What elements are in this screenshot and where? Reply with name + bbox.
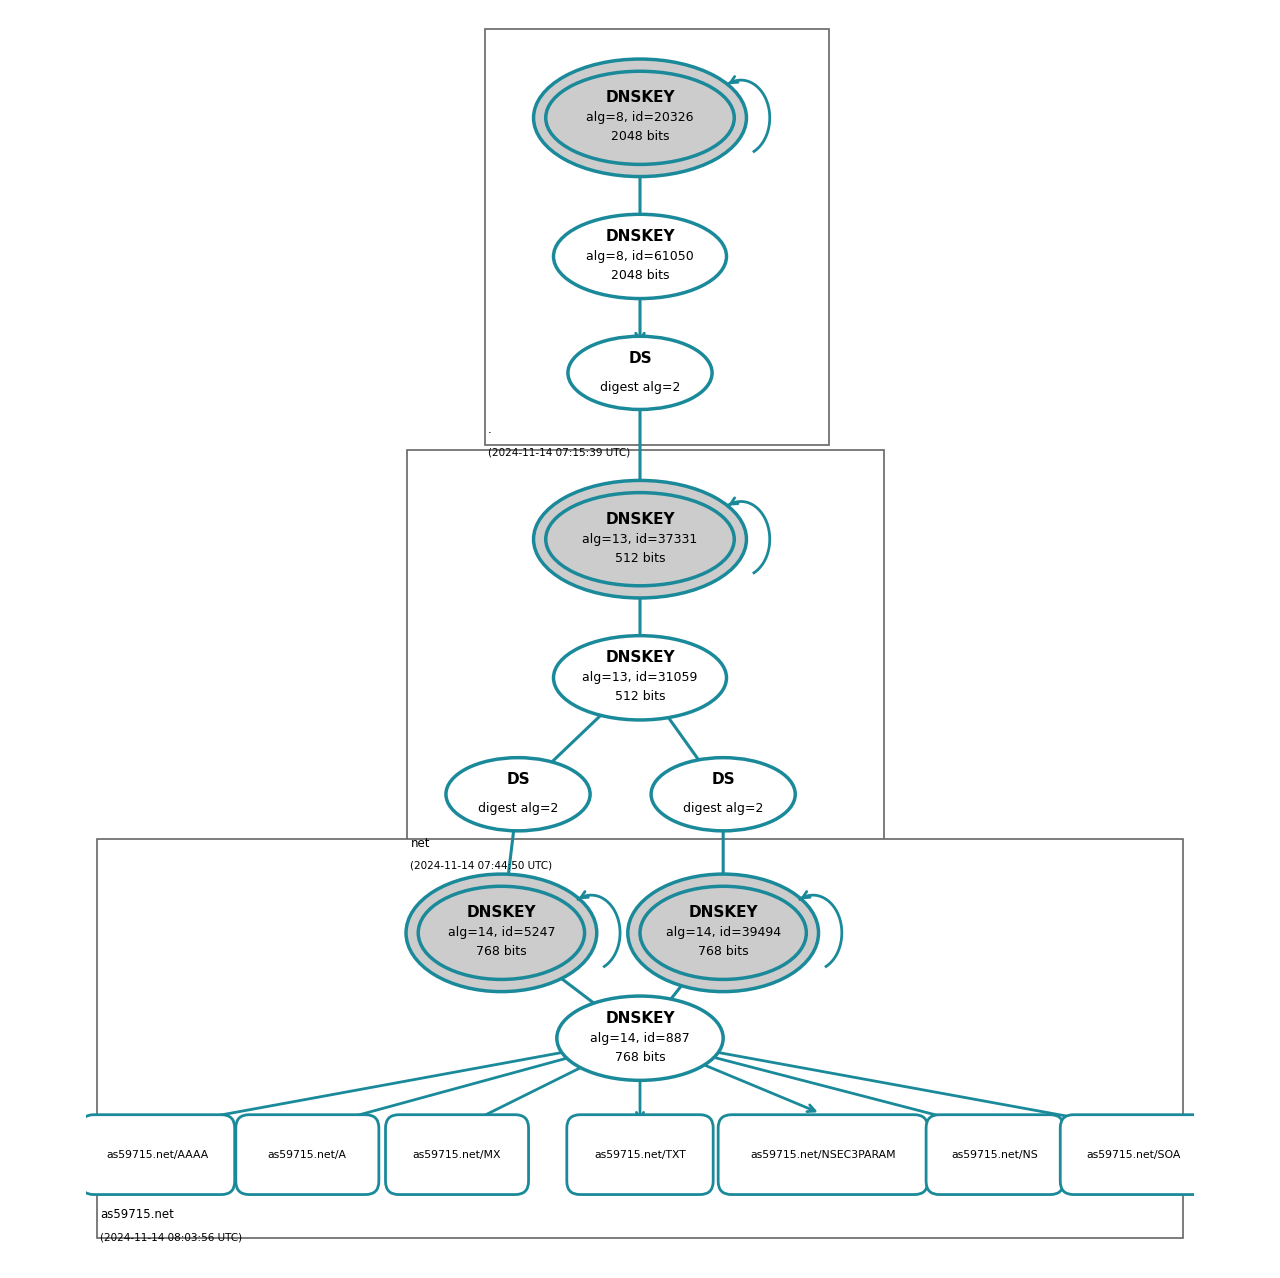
Text: DS: DS	[506, 772, 530, 787]
FancyBboxPatch shape	[718, 1114, 928, 1195]
Text: as59715.net/A: as59715.net/A	[268, 1150, 347, 1159]
Text: alg=14, id=39494: alg=14, id=39494	[666, 927, 781, 939]
Text: as59715.net/AAAA: as59715.net/AAAA	[106, 1150, 209, 1159]
FancyBboxPatch shape	[1060, 1114, 1207, 1195]
Ellipse shape	[545, 492, 735, 585]
Text: alg=8, id=61050: alg=8, id=61050	[586, 250, 694, 263]
Text: DNSKEY: DNSKEY	[605, 229, 675, 244]
Ellipse shape	[640, 886, 806, 979]
Text: DNSKEY: DNSKEY	[605, 651, 675, 666]
Text: alg=14, id=887: alg=14, id=887	[590, 1031, 690, 1044]
FancyBboxPatch shape	[81, 1114, 234, 1195]
Ellipse shape	[627, 874, 818, 992]
Text: 2048 bits: 2048 bits	[611, 268, 669, 281]
Text: net: net	[411, 837, 430, 850]
Text: DS: DS	[712, 772, 735, 787]
Text: alg=13, id=31059: alg=13, id=31059	[582, 671, 698, 684]
Text: (2024-11-14 07:44:50 UTC): (2024-11-14 07:44:50 UTC)	[411, 861, 553, 870]
FancyBboxPatch shape	[236, 1114, 379, 1195]
FancyBboxPatch shape	[567, 1114, 713, 1195]
Ellipse shape	[553, 215, 727, 299]
Text: 512 bits: 512 bits	[614, 690, 666, 703]
Ellipse shape	[534, 481, 746, 598]
Text: alg=14, id=5247: alg=14, id=5247	[448, 927, 556, 939]
FancyBboxPatch shape	[385, 1114, 529, 1195]
Text: as59715.net/NSEC3PARAM: as59715.net/NSEC3PARAM	[750, 1150, 896, 1159]
Ellipse shape	[545, 72, 735, 165]
Ellipse shape	[534, 59, 746, 176]
FancyBboxPatch shape	[485, 29, 828, 445]
FancyBboxPatch shape	[927, 1114, 1064, 1195]
Text: DNSKEY: DNSKEY	[605, 511, 675, 527]
Text: 512 bits: 512 bits	[614, 552, 666, 565]
Ellipse shape	[553, 635, 727, 720]
Text: DNSKEY: DNSKEY	[605, 1011, 675, 1026]
Text: 768 bits: 768 bits	[698, 946, 749, 958]
FancyBboxPatch shape	[97, 838, 1183, 1238]
Text: DNSKEY: DNSKEY	[467, 905, 536, 920]
Ellipse shape	[557, 996, 723, 1080]
FancyBboxPatch shape	[407, 450, 884, 861]
Text: (2024-11-14 08:03:56 UTC): (2024-11-14 08:03:56 UTC)	[100, 1232, 242, 1242]
Text: as59715.net/SOA: as59715.net/SOA	[1087, 1150, 1180, 1159]
Ellipse shape	[652, 758, 795, 831]
Text: digest alg=2: digest alg=2	[477, 803, 558, 815]
Text: DS: DS	[628, 351, 652, 366]
Ellipse shape	[568, 336, 712, 409]
Text: as59715.net: as59715.net	[100, 1208, 174, 1222]
Text: as59715.net/MX: as59715.net/MX	[412, 1150, 502, 1159]
Text: alg=8, id=20326: alg=8, id=20326	[586, 111, 694, 124]
Text: digest alg=2: digest alg=2	[684, 803, 763, 815]
Text: DNSKEY: DNSKEY	[605, 91, 675, 105]
Text: .: .	[488, 423, 492, 436]
Ellipse shape	[419, 886, 585, 979]
Text: as59715.net/TXT: as59715.net/TXT	[594, 1150, 686, 1159]
Text: 768 bits: 768 bits	[476, 946, 526, 958]
Text: DNSKEY: DNSKEY	[689, 905, 758, 920]
Ellipse shape	[406, 874, 596, 992]
Text: (2024-11-14 07:15:39 UTC): (2024-11-14 07:15:39 UTC)	[488, 447, 630, 458]
Text: as59715.net/NS: as59715.net/NS	[951, 1150, 1038, 1159]
Text: digest alg=2: digest alg=2	[600, 381, 680, 394]
Text: alg=13, id=37331: alg=13, id=37331	[582, 533, 698, 546]
Ellipse shape	[445, 758, 590, 831]
Text: 768 bits: 768 bits	[614, 1051, 666, 1063]
Text: 2048 bits: 2048 bits	[611, 130, 669, 143]
